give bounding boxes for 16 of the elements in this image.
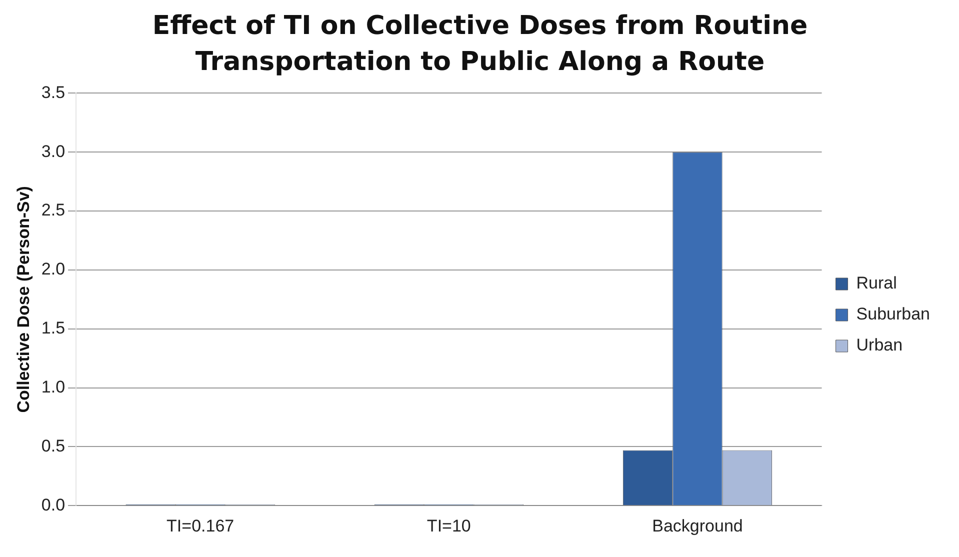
x-tick-label: TI=0.167 (166, 516, 234, 536)
legend-label: Urban (856, 336, 903, 355)
y-tick-label: 1.0 (41, 377, 66, 396)
y-tick-label: 1.5 (41, 318, 66, 338)
x-tick-label: TI=10 (426, 516, 471, 536)
y-tick-label: 0.0 (41, 495, 66, 514)
y-tick-label: 3.5 (41, 82, 66, 102)
y-axis-title: Collective Dose (Person-Sv) (14, 186, 33, 413)
y-tick-label: 2.0 (41, 260, 66, 279)
chart-title: Effect of TI on Collective Doses from Routine Transportation to Public Along a Route (151, 10, 809, 79)
y-tick-label: 3.0 (41, 142, 66, 161)
legend-label: Suburban (856, 304, 930, 324)
legend-label: Rural (856, 274, 897, 293)
x-tick-label: Background (652, 516, 743, 536)
y-tick-label: 0.5 (41, 436, 66, 456)
y-tick-label: 2.5 (41, 200, 66, 220)
